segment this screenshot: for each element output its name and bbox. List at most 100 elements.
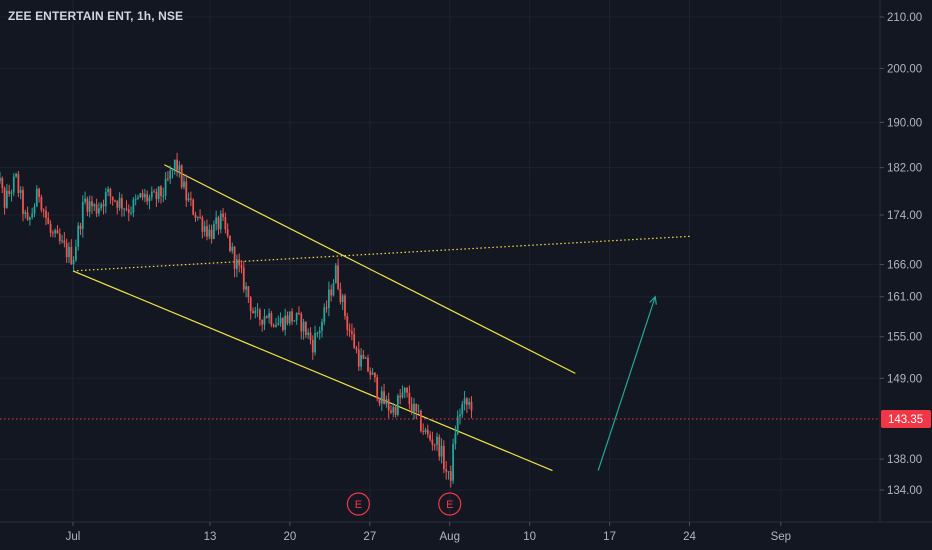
- candle-body: [146, 194, 149, 202]
- candle-body: [431, 439, 434, 445]
- candle-body: [215, 217, 218, 224]
- candle-body: [180, 165, 183, 188]
- candle-body: [376, 377, 379, 399]
- candle-body: [383, 391, 385, 404]
- candle-body: [219, 213, 222, 230]
- candle-body: [325, 307, 328, 309]
- candle-body: [272, 324, 275, 327]
- time-tick-label: Jul: [66, 531, 81, 543]
- candle-body: [456, 416, 459, 434]
- candle-body: [321, 321, 323, 331]
- candle-body: [447, 471, 450, 473]
- candle-body: [357, 349, 360, 367]
- price-tick-label: 200.00: [887, 63, 922, 75]
- candle-body: [327, 289, 330, 309]
- candle-body: [249, 297, 252, 312]
- candle-body: [452, 444, 454, 481]
- candle-body: [408, 392, 411, 405]
- candle-body: [311, 339, 314, 353]
- candle-body: [187, 198, 190, 201]
- candle-body: [238, 259, 241, 266]
- candle-body: [183, 181, 185, 188]
- channel-trendline[interactable]: [164, 164, 576, 374]
- candle-body: [396, 395, 399, 415]
- time-tick-label: 17: [603, 531, 616, 543]
- candle-body: [367, 357, 369, 372]
- candle-body: [210, 229, 213, 239]
- candle-body: [459, 414, 461, 417]
- candle-body: [139, 193, 142, 198]
- price-axis[interactable]: 134.00 138.00 143.35 149.00 155.00 161.00 166.…: [879, 0, 932, 550]
- candle-body: [160, 186, 162, 196]
- candle-body: [268, 313, 270, 318]
- candle-body: [330, 289, 333, 296]
- candle-body: [189, 198, 192, 200]
- candle-body: [263, 316, 266, 325]
- candle-body: [100, 204, 103, 209]
- candle-body: [109, 188, 112, 197]
- candle-body: [380, 391, 383, 404]
- candle-body: [208, 229, 211, 237]
- dotted-trendline[interactable]: [72, 235, 690, 272]
- candle-body: [337, 265, 339, 289]
- candle-body: [70, 246, 73, 265]
- candle-body: [362, 354, 365, 359]
- candle-body: [403, 387, 406, 393]
- candle-body: [118, 198, 121, 208]
- projection-arrow[interactable]: [597, 296, 656, 471]
- candle-body: [35, 188, 38, 207]
- candle-body: [364, 357, 367, 359]
- candle-body: [72, 260, 75, 265]
- time-axis[interactable]: Jul 13 20 27 Aug 10 17 24 Sep: [0, 521, 932, 543]
- candle-body: [77, 225, 80, 247]
- candle-body: [226, 229, 229, 236]
- candles: [0, 152, 473, 488]
- price-tick-label: 138.00: [887, 454, 922, 466]
- candle-body: [242, 267, 245, 290]
- candle-body: [155, 191, 158, 200]
- candle-body: [130, 212, 132, 214]
- candle-body: [316, 332, 319, 334]
- candle-body: [166, 178, 169, 180]
- candle-body: [401, 392, 404, 398]
- drawings[interactable]: [72, 164, 690, 472]
- candle-body: [235, 259, 238, 269]
- candle-body: [162, 195, 165, 197]
- earnings-marker-icon: [438, 492, 462, 516]
- candle-body: [104, 192, 107, 207]
- candle-body: [51, 232, 54, 234]
- candle-body: [102, 204, 105, 207]
- candle-body: [288, 311, 291, 324]
- channel-trendline[interactable]: [72, 270, 553, 472]
- price-axis-background: [880, 0, 932, 550]
- candle-body: [252, 311, 254, 314]
- candle-body: [353, 333, 356, 349]
- candle-body: [47, 218, 50, 225]
- earnings-marker-label: E: [355, 499, 362, 511]
- candle-body: [413, 403, 415, 413]
- candle-body: [19, 190, 22, 193]
- candle-body: [449, 471, 452, 481]
- candle-body: [392, 407, 395, 413]
- candle-body: [387, 399, 390, 411]
- candle-body: [28, 217, 31, 220]
- candle-body: [97, 208, 100, 214]
- candle-body: [33, 206, 36, 214]
- candle-body: [433, 444, 436, 446]
- candle-body: [91, 201, 93, 207]
- candle-body: [344, 295, 346, 317]
- price-tick-label: 190.00: [887, 117, 922, 129]
- candle-body: [300, 313, 303, 332]
- price-tick-label: 134.00: [887, 485, 922, 497]
- candle-body: [286, 315, 289, 324]
- candle-body: [410, 404, 413, 413]
- candle-body: [261, 319, 264, 325]
- candle-body: [61, 240, 63, 242]
- candle-body: [22, 190, 24, 214]
- price-tick-label: 210.00: [887, 12, 922, 24]
- candle-body: [153, 191, 155, 193]
- candle-body: [206, 226, 208, 237]
- candle-body: [38, 188, 40, 197]
